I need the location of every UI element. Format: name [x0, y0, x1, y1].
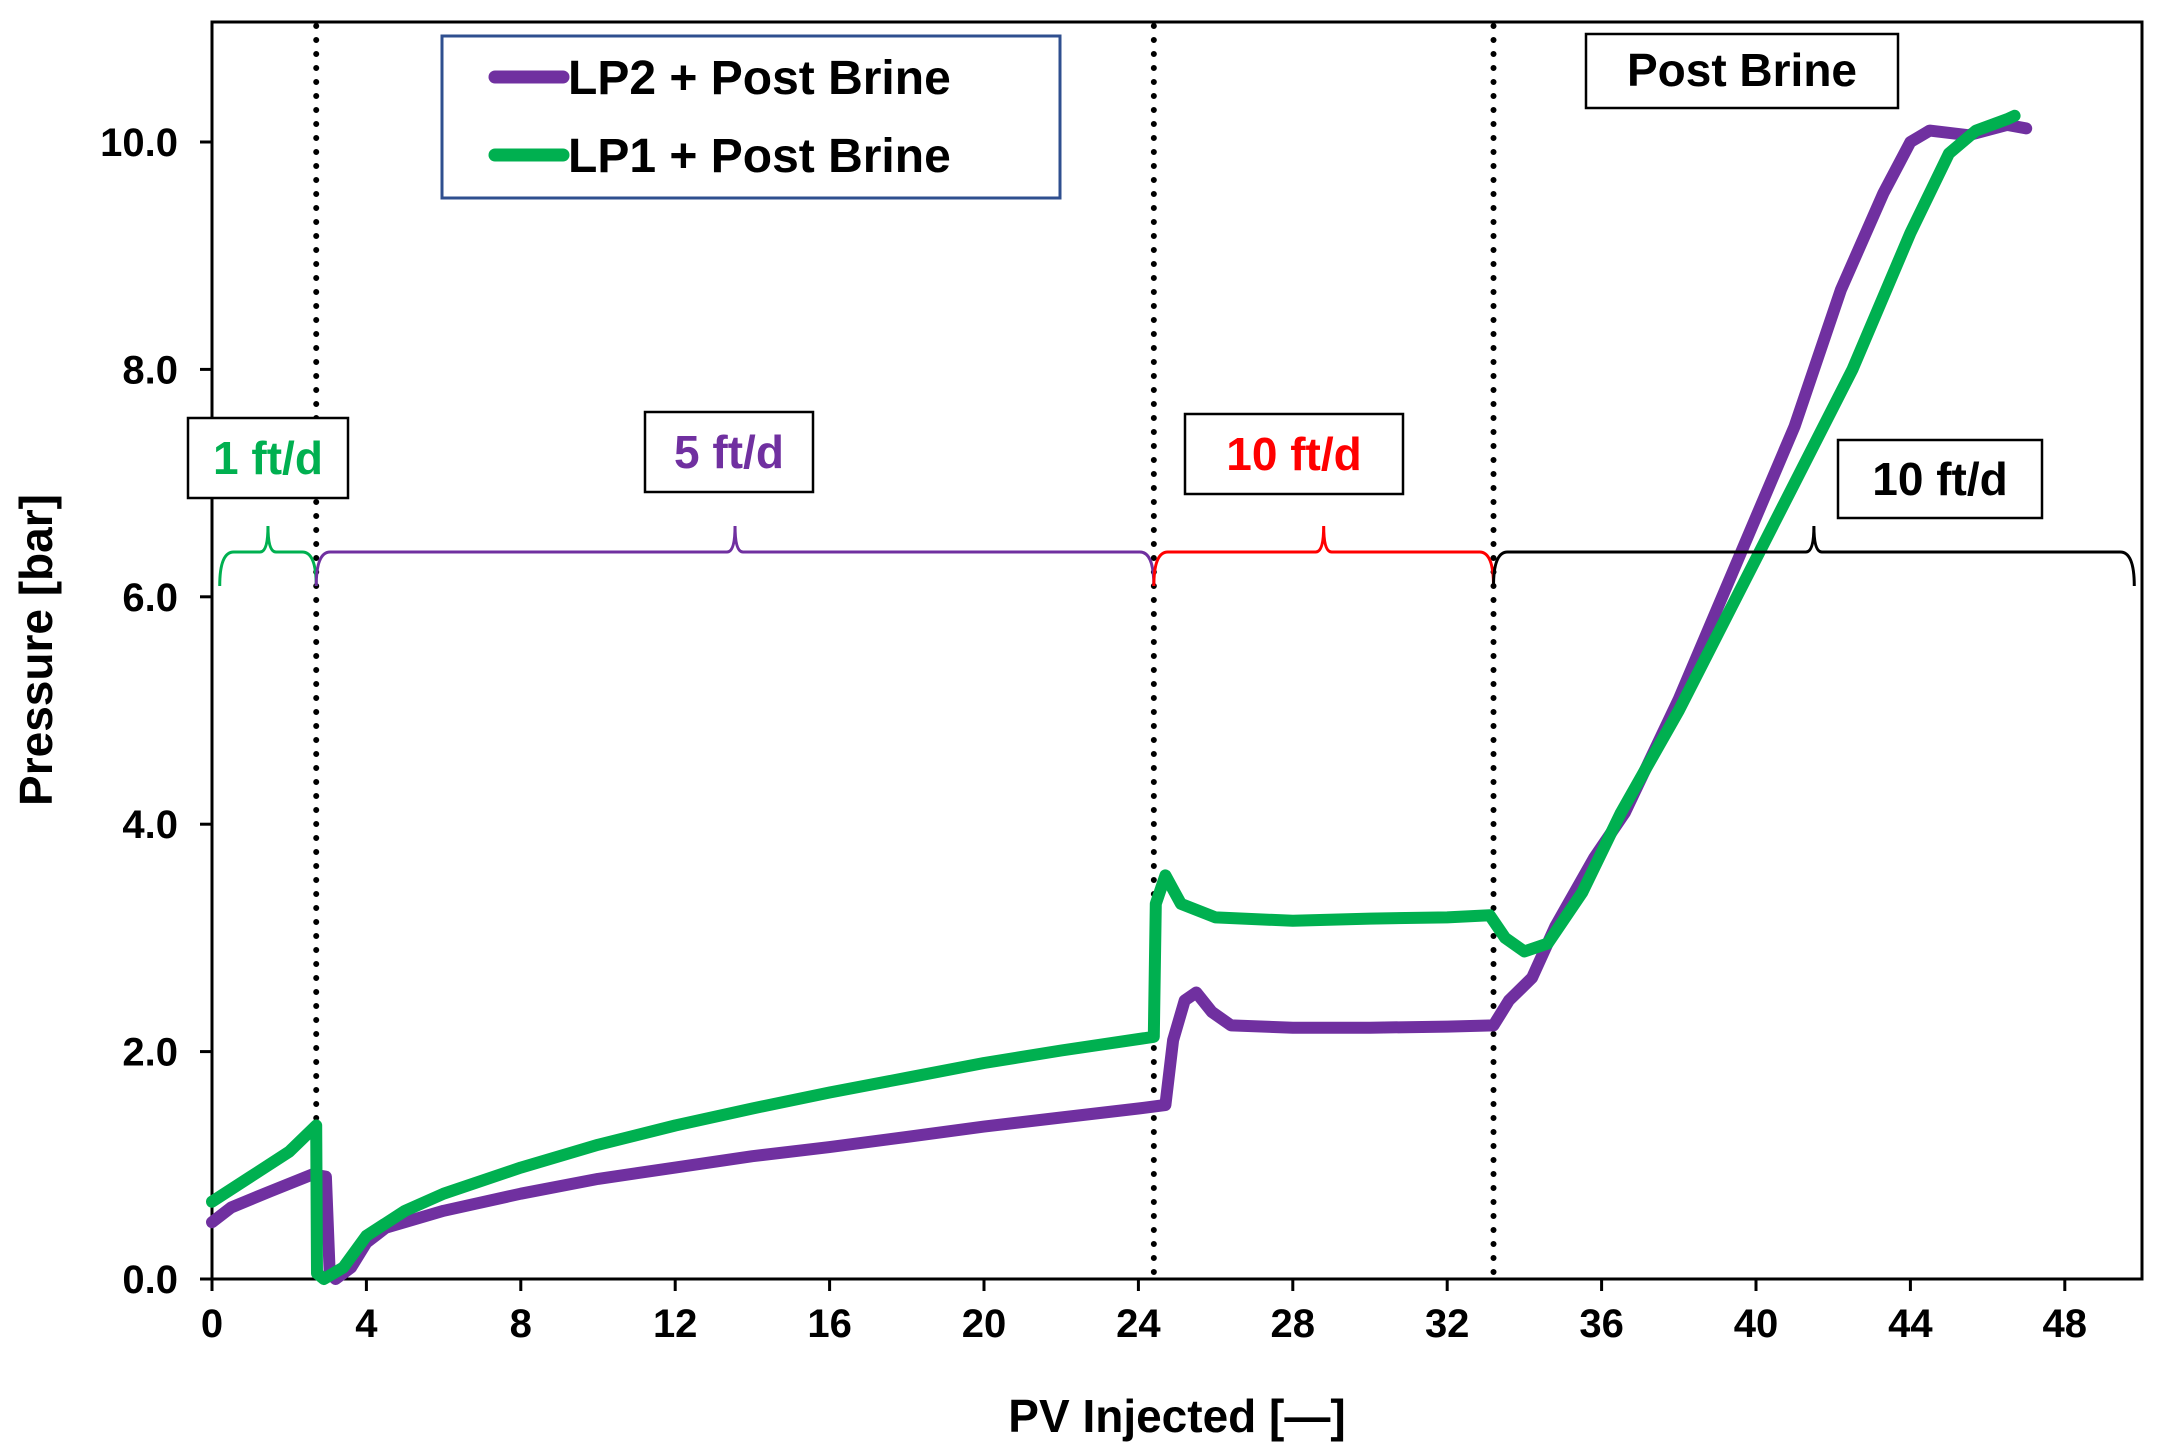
rate-annotation: 1 ft/d [186, 416, 350, 587]
post-brine-label: Post Brine [1584, 32, 1900, 110]
x-tick-label: 8 [510, 1302, 532, 1346]
phase-boundary-lines [313, 23, 1497, 1282]
rate-label: 1 ft/d [213, 432, 323, 484]
rate-annotation: 5 ft/d [314, 410, 1156, 587]
rate-annotations: 1 ft/d 5 ft/d 10 ft/d 10 ft/d [186, 410, 2136, 587]
rate-brace [314, 526, 1156, 587]
x-tick-label: 48 [2043, 1302, 2088, 1346]
y-tick-label: 2.0 [122, 1031, 178, 1075]
series-layer [206, 109, 2033, 1285]
rate-label: 10 ft/d [1226, 428, 1361, 480]
y-tick-label: 0.0 [122, 1258, 178, 1302]
rate-label: 5 ft/d [674, 426, 784, 478]
x-tick-label: 24 [1116, 1302, 1161, 1346]
x-tick-label: 12 [653, 1302, 698, 1346]
rate-label-box [186, 416, 350, 500]
rate-brace [1492, 526, 2136, 587]
y-tick-label: 6.0 [122, 576, 178, 620]
post-brine-text: Post Brine [1627, 44, 1857, 96]
legend-box [440, 34, 1062, 200]
rate-label: 10 ft/d [1872, 453, 2007, 505]
y-tick-label: 4.0 [122, 803, 178, 847]
rate-label-box [1183, 412, 1405, 496]
y-ticks: 0.0 2.0 4.0 6.0 8.0 10.0 [100, 121, 212, 1302]
legend-label-lp2: LP2 + Post Brine [568, 52, 951, 105]
y-tick-label: 8.0 [122, 348, 178, 392]
x-tick-label: 36 [1579, 1302, 1624, 1346]
plot-area [210, 20, 2144, 1281]
x-tick-label: 44 [1888, 1302, 1933, 1346]
series-line [206, 109, 2021, 1285]
rate-brace [1152, 526, 1496, 587]
rate-annotation: 10 ft/d [1492, 438, 2136, 587]
x-tick-label: 16 [807, 1302, 852, 1346]
x-axis-title: PV Injected [—] [1008, 1390, 1345, 1442]
x-ticks: 0 4 8 12 16 20 24 28 32 36 40 44 48 [201, 1279, 2087, 1346]
x-tick-label: 28 [1271, 1302, 1316, 1346]
rate-label-box [643, 410, 815, 494]
rate-annotation: 10 ft/d [1152, 412, 1496, 587]
legend-label-lp1: LP1 + Post Brine [568, 130, 951, 183]
x-tick-label: 20 [962, 1302, 1007, 1346]
x-tick-label: 0 [201, 1302, 223, 1346]
legend: LP2 + Post Brine LP1 + Post Brine [440, 34, 1062, 200]
x-tick-label: 40 [1734, 1302, 1779, 1346]
y-tick-label: 10.0 [100, 121, 178, 165]
x-tick-label: 4 [355, 1302, 378, 1346]
rate-brace [218, 526, 318, 587]
post-brine-box [1584, 32, 1900, 110]
x-tick-label: 32 [1425, 1302, 1470, 1346]
y-axis-title: Pressure [bar] [10, 494, 62, 806]
rate-label-box [1836, 438, 2044, 520]
